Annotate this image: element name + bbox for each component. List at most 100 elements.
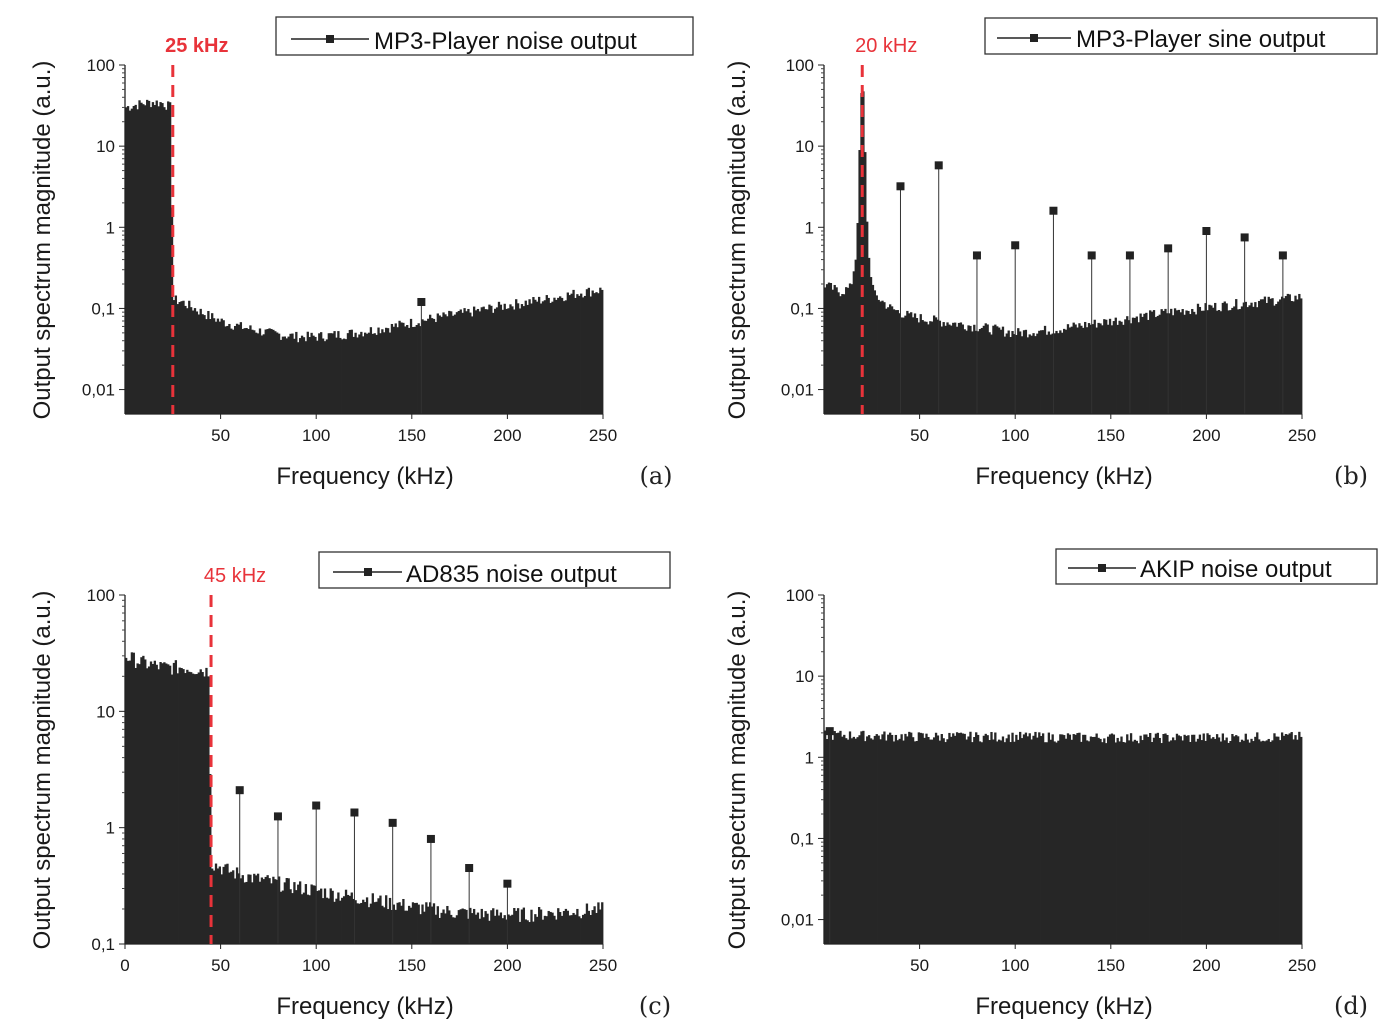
spectrum-bar [157, 106, 160, 414]
spectrum-bar [293, 882, 296, 944]
x-tick-label: 100 [1001, 426, 1029, 445]
spectrum-bar [193, 674, 197, 944]
spectrum-bar [153, 660, 156, 944]
spectrum-bar [846, 287, 850, 414]
spectrum-bar [1187, 735, 1190, 944]
spectrum-bar [1082, 734, 1085, 944]
spectrum-bar [1225, 737, 1228, 944]
spectrum-bar [320, 332, 323, 414]
spectrum-bar [973, 324, 976, 414]
spectrum-bar [536, 916, 539, 944]
spectrum-bar [1024, 329, 1028, 414]
spectrum-bar [1110, 733, 1114, 944]
spectrum-bar [230, 871, 233, 944]
peak-marker [825, 727, 834, 736]
spectrum-bar [879, 301, 882, 414]
spectrum-bar [457, 910, 460, 944]
peak-marker [934, 161, 943, 170]
spectrum-bar [975, 330, 978, 414]
spectrum-bar [1047, 331, 1051, 414]
spectrum-bar [955, 732, 959, 944]
spectrum-bar [444, 913, 447, 944]
spectrum-bar [1019, 331, 1022, 414]
spectrum-bar [587, 287, 591, 414]
spectrum-bar [1280, 732, 1284, 944]
spectrum-bar [419, 914, 422, 944]
spectrum-bar [864, 741, 867, 944]
spectrum-bar [327, 333, 330, 414]
peak-marker [1202, 226, 1211, 235]
spectrum-bar [560, 915, 564, 944]
spectrum-bar [396, 327, 399, 414]
spectrum-bar [1001, 326, 1005, 414]
spectrum-bar [1158, 737, 1161, 944]
spectrum-bar [904, 315, 907, 414]
spectrum-bar [837, 732, 840, 944]
spectrum-bar [1240, 739, 1244, 944]
spectrum-bar [134, 667, 137, 944]
spectrum-bar [354, 900, 357, 944]
spectrum-bar [883, 731, 886, 944]
spectrum-bar [1105, 743, 1108, 944]
spectrum-bar [866, 221, 869, 414]
spectrum-bar [249, 325, 252, 414]
spectrum-bar [421, 904, 424, 944]
spectrum-bar [440, 912, 443, 944]
spectrum-bar [524, 300, 527, 414]
spectrum-bar [448, 310, 451, 414]
spectrum-bar [436, 906, 439, 944]
spectrum-bar [1158, 314, 1161, 414]
spectrum-bar [1135, 316, 1138, 414]
spectrum-bar [1223, 301, 1226, 414]
spectrum-bar [482, 917, 485, 944]
spectrum-bar [1279, 740, 1282, 944]
spectrum-bar [503, 303, 506, 414]
spectrum-bar [986, 735, 989, 944]
spectrum-bar [574, 297, 577, 414]
spectrum-bar [524, 919, 527, 944]
spectrum-bar [1150, 311, 1154, 414]
spectrum-bar [386, 328, 390, 414]
spectrum-bar [994, 732, 997, 944]
spectrum-bar [320, 888, 323, 944]
spectrum-bar [413, 903, 417, 944]
x-axis-title: Frequency (kHz) [975, 463, 1152, 490]
spectrum-bar [597, 902, 600, 944]
spectrum-bar [520, 304, 524, 414]
spectrum-bar [1101, 742, 1104, 944]
spectrum-bar [289, 889, 292, 944]
spectrum-bar [494, 915, 497, 944]
spectrum-bar [1124, 742, 1127, 944]
spectrum-bar [463, 308, 466, 414]
spectrum-bar [894, 310, 898, 414]
legend-label: AKIP noise output [1140, 556, 1332, 583]
spectrum-bar [1122, 324, 1125, 414]
x-tick-label: 100 [302, 956, 330, 975]
spectrum-bar [444, 314, 447, 414]
spectrum-bar [1133, 739, 1137, 944]
spectrum-bar [1043, 325, 1047, 414]
spectrum-bar [1181, 740, 1184, 944]
spectrum-bar [1231, 733, 1234, 944]
legend-box [1055, 548, 1378, 585]
spectrum-bar [557, 908, 560, 944]
spectrum-bar [938, 740, 942, 944]
x-axis-title: Frequency (kHz) [276, 463, 453, 490]
spectrum-bar [850, 738, 854, 944]
spectrum-bar [1208, 734, 1211, 944]
spectrum-bar [333, 331, 336, 414]
peak-marker [417, 298, 426, 307]
spectrum-bar [484, 911, 487, 944]
spectrum-bar [1196, 303, 1200, 414]
spectrum-bar [362, 899, 365, 944]
spectrum-bar [982, 325, 986, 414]
spectrum-bar [1206, 310, 1209, 414]
spectrum-bar [1265, 740, 1268, 944]
spectrum-bar [1078, 323, 1081, 414]
spectrum-bar [1156, 315, 1159, 414]
spectrum-bar [942, 738, 945, 944]
spectrum-bar [1267, 738, 1270, 944]
spectrum-bar [308, 337, 311, 414]
spectrum-bar [848, 731, 852, 944]
spectrum-bar [833, 731, 836, 944]
